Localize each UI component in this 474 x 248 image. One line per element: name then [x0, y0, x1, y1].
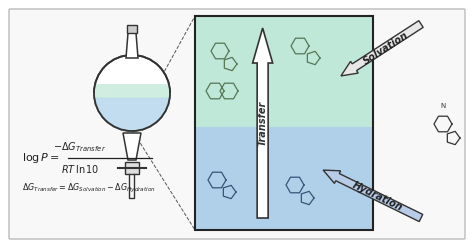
Bar — [94, 84, 170, 98]
Text: N: N — [440, 103, 446, 109]
Polygon shape — [341, 21, 423, 76]
FancyBboxPatch shape — [9, 9, 465, 239]
Text: Solvation: Solvation — [362, 30, 410, 66]
Text: Hydration: Hydration — [350, 180, 404, 213]
Text: $\Delta G_{\mathit{Transfer}} = \Delta G_{\mathit{Solvation}} - \Delta G_{\mathi: $\Delta G_{\mathit{Transfer}} = \Delta G… — [22, 182, 155, 194]
Text: $\log P =$: $\log P =$ — [22, 151, 60, 165]
Bar — [195, 16, 373, 127]
Text: $RT\,\ln 10$: $RT\,\ln 10$ — [61, 163, 99, 175]
Circle shape — [94, 55, 170, 131]
Text: Transfer: Transfer — [258, 100, 268, 146]
Polygon shape — [126, 33, 138, 58]
Bar — [125, 162, 139, 174]
Polygon shape — [323, 170, 423, 222]
Bar — [195, 16, 373, 230]
Text: $-\Delta G_{\mathit{Transfer}}$: $-\Delta G_{\mathit{Transfer}}$ — [54, 140, 107, 154]
Bar — [127, 25, 137, 33]
Bar — [195, 127, 373, 230]
Polygon shape — [253, 28, 273, 218]
Polygon shape — [94, 93, 170, 131]
Polygon shape — [123, 133, 141, 160]
